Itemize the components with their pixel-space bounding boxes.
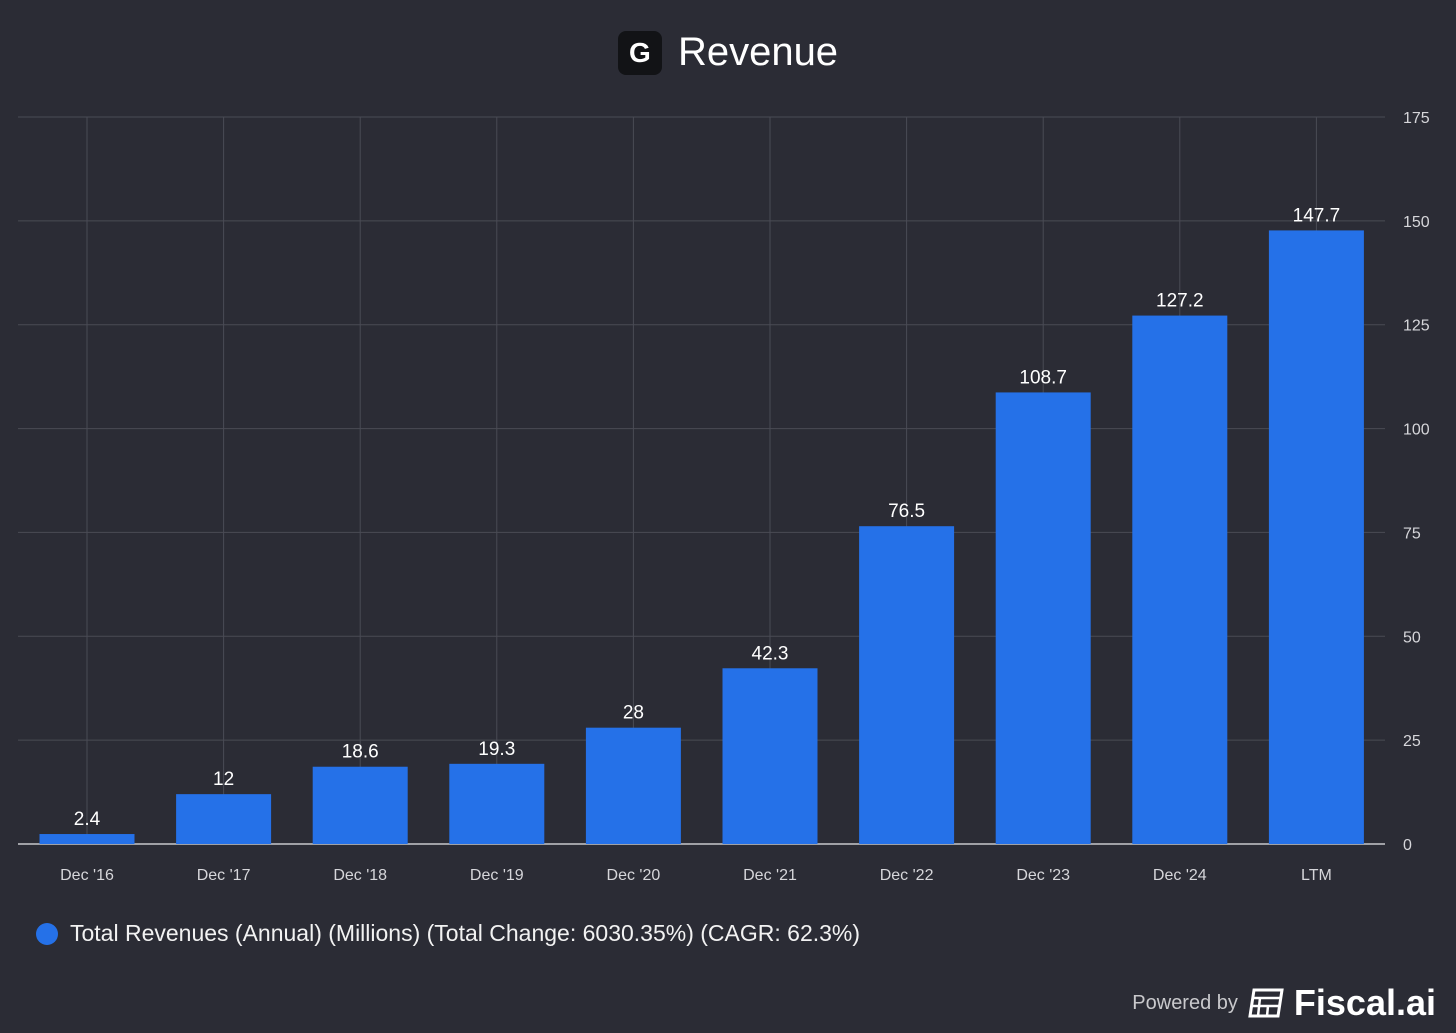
data-label: 127.2 <box>1156 291 1204 312</box>
bar <box>1268 230 1364 845</box>
chart-title-text: Revenue <box>677 30 839 74</box>
x-tick-label: Dec '16 <box>60 867 114 884</box>
y-tick-label: 50 <box>1403 629 1421 646</box>
powered-by[interactable]: Powered by Fiscal.ai <box>1132 982 1436 1024</box>
x-tick-label: Dec '17 <box>197 867 251 884</box>
x-tick-label: Dec '19 <box>470 867 524 884</box>
bar <box>722 668 818 844</box>
y-tick-label: 125 <box>1403 318 1430 335</box>
bar <box>449 763 545 844</box>
data-label: 108.7 <box>1019 367 1067 388</box>
y-tick-label: 150 <box>1403 214 1430 231</box>
company-logo-icon: G <box>617 30 662 75</box>
powered-by-text: Powered by <box>1132 991 1238 1014</box>
y-tick-label: 25 <box>1403 733 1421 750</box>
x-tick-label: Dec '18 <box>333 867 387 884</box>
legend[interactable]: Total Revenues (Annual) (Millions) (Tota… <box>36 920 860 947</box>
bar <box>39 834 135 844</box>
bar <box>585 727 681 844</box>
data-label: 18.6 <box>342 742 379 763</box>
bar <box>176 794 272 844</box>
bar <box>859 526 955 844</box>
data-label: 147.7 <box>1293 205 1341 226</box>
data-label: 76.5 <box>888 501 925 522</box>
data-label: 2.4 <box>74 809 101 830</box>
x-tick-label: Dec '22 <box>880 867 934 884</box>
fiscal-logo-icon <box>1248 988 1284 1018</box>
data-label: 42.3 <box>752 643 789 664</box>
y-tick-label: 0 <box>1403 837 1412 854</box>
x-tick-label: Dec '20 <box>607 867 661 884</box>
data-label: 28 <box>623 703 644 724</box>
x-tick-label: Dec '23 <box>1016 867 1070 884</box>
data-label: 12 <box>213 769 234 790</box>
data-label: 19.3 <box>478 739 515 760</box>
x-tick-label: Dec '21 <box>743 867 797 884</box>
y-tick-label: 75 <box>1403 525 1421 542</box>
x-tick-label: Dec '24 <box>1153 867 1207 884</box>
y-tick-label: 100 <box>1403 422 1430 439</box>
legend-label: Total Revenues (Annual) (Millions) (Tota… <box>70 920 861 946</box>
bar <box>1132 315 1228 845</box>
bar <box>995 392 1091 844</box>
x-tick-label: LTM <box>1301 867 1332 884</box>
brand-name: Fiscal.ai <box>1293 982 1436 1023</box>
bar <box>312 766 408 844</box>
y-tick-label: 175 <box>1403 110 1430 127</box>
chart-title: G Revenue <box>0 30 1456 75</box>
legend-dot-icon <box>36 922 58 945</box>
